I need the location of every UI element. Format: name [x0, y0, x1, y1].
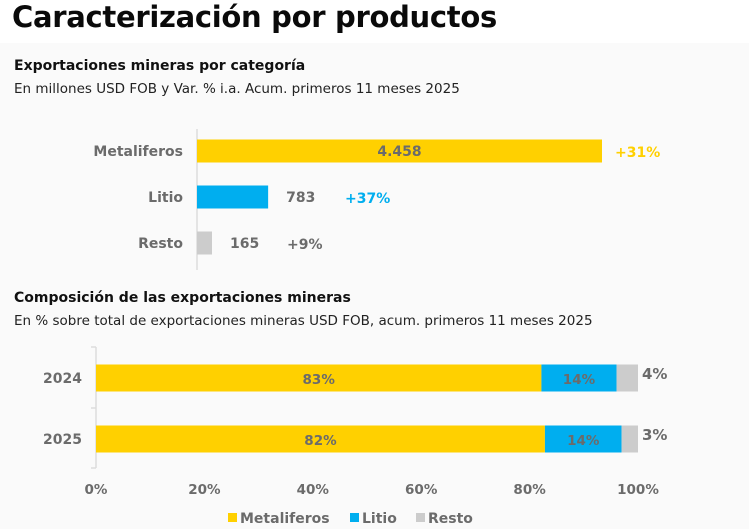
x-tick-label: 20% [188, 482, 221, 498]
x-tick-label: 40% [297, 482, 330, 498]
segment-litio-2025 [544, 425, 622, 453]
legend-label-litio: Litio [362, 511, 397, 527]
legend-swatch-metaliferos [228, 513, 237, 522]
variation-label-litio: +37% [345, 191, 390, 207]
segment-resto-2024 [616, 364, 638, 392]
chart1-title: Exportaciones mineras por categoría [14, 58, 306, 74]
category-label-litio: Litio [148, 190, 183, 206]
segment-label-metaliferos-2025: 82% [304, 433, 337, 449]
segment-label-litio-2025: 14% [567, 433, 600, 449]
segment-label-resto-2025: 3% [642, 426, 667, 444]
segment-label-resto-2024: 4% [642, 365, 667, 383]
segment-metaliferos-2024 [96, 364, 542, 392]
bar-metaliferos [197, 139, 602, 163]
x-tick-label: 60% [405, 482, 438, 498]
segment-metaliferos-2025 [96, 425, 545, 453]
year-label-2025: 2025 [43, 432, 82, 448]
legend-label-resto: Resto [428, 511, 473, 527]
chart1-subtitle: En millones USD FOB y Var. % i.a. Acum. … [14, 81, 460, 97]
x-tick-label: 100% [617, 482, 659, 498]
category-label-metaliferos: Metaliferos [93, 144, 183, 160]
legend-label-metaliferos: Metaliferos [240, 511, 330, 527]
page-title: Caracterización por productos [12, 0, 497, 34]
year-label-2024: 2024 [43, 371, 82, 387]
chart2-title: Composición de las exportaciones mineras [14, 290, 351, 306]
value-label-metaliferos: 4.458 [377, 144, 421, 160]
segment-resto-2025 [621, 425, 638, 453]
segment-label-litio-2024: 14% [563, 372, 596, 388]
variation-label-metaliferos: +31% [615, 145, 660, 161]
value-label-litio: 783 [286, 190, 315, 206]
variation-label-resto: +9% [287, 237, 323, 253]
category-label-resto: Resto [138, 236, 183, 252]
chart2-subtitle: En % sobre total de exportaciones minera… [14, 313, 593, 329]
bar-litio [197, 185, 269, 209]
x-tick-label: 80% [513, 482, 546, 498]
legend-swatch-litio [350, 513, 359, 522]
value-label-resto: 165 [230, 236, 259, 252]
segment-litio-2024 [541, 364, 617, 392]
segment-label-metaliferos-2024: 83% [303, 372, 336, 388]
x-tick-label: 0% [85, 482, 108, 498]
legend-swatch-resto [416, 513, 425, 522]
bar-resto [197, 231, 212, 255]
